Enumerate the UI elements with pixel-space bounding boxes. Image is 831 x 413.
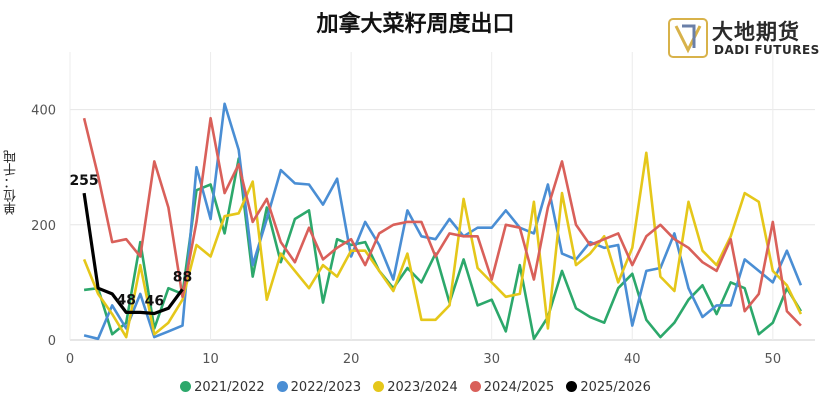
chart-grid bbox=[69, 52, 815, 341]
logo-english-text: DADI FUTURES bbox=[714, 43, 820, 57]
legend-item: 2021/2022 bbox=[180, 380, 265, 395]
data-label: 46 bbox=[145, 294, 164, 310]
data-label: 48 bbox=[116, 292, 135, 308]
x-tick-label: 10 bbox=[202, 352, 219, 367]
x-tick-label: 0 bbox=[66, 352, 74, 367]
chart-data-labels: 255 48 46 88 bbox=[69, 173, 192, 309]
dadi-logo-icon bbox=[668, 18, 708, 58]
chart-tick-labels: 0 200 400 0 10 20 30 40 50 bbox=[31, 104, 781, 367]
legend-swatch bbox=[469, 381, 481, 392]
logo-chinese-text: 大地期货 bbox=[712, 20, 800, 44]
x-tick-label: 40 bbox=[624, 352, 641, 367]
series-line-2 bbox=[82, 151, 803, 339]
data-label: 255 bbox=[69, 173, 98, 189]
y-tick-label: 0 bbox=[48, 334, 56, 349]
x-tick-label: 20 bbox=[343, 352, 360, 367]
legend-label: 2024/2025 bbox=[483, 380, 555, 395]
chart-legend: 2021/2022 2022/2023 2023/2024 2024/2025 2025… bbox=[0, 380, 831, 395]
legend-swatch bbox=[373, 381, 385, 392]
legend-label: 2021/2022 bbox=[194, 380, 265, 395]
legend-label: 2023/2024 bbox=[387, 380, 458, 395]
legend-item: 2024/2025 bbox=[469, 380, 555, 395]
series-line-4 bbox=[82, 192, 184, 316]
x-tick-label: 50 bbox=[765, 352, 782, 367]
legend-swatch bbox=[276, 381, 288, 392]
series-line-3 bbox=[82, 116, 802, 327]
legend-item: 2022/2023 bbox=[276, 380, 362, 395]
legend-swatch bbox=[180, 381, 192, 392]
y-tick-label: 400 bbox=[31, 104, 56, 119]
dadi-futures-logo: 大地期货 DADI FUTURES bbox=[668, 16, 828, 62]
legend-swatch bbox=[566, 381, 578, 392]
legend-item: 2025/2026 bbox=[566, 380, 651, 395]
series-line-0 bbox=[83, 157, 803, 341]
chart-title: 加拿大菜籽周度出口 bbox=[316, 12, 515, 37]
series-line-1 bbox=[83, 102, 803, 341]
x-tick-label: 30 bbox=[483, 352, 500, 367]
legend-label: 2022/2023 bbox=[290, 380, 362, 395]
data-label: 88 bbox=[173, 269, 192, 285]
legend-label: 2025/2026 bbox=[580, 380, 651, 395]
legend-item: 2023/2024 bbox=[373, 380, 458, 395]
chart-series bbox=[82, 102, 803, 341]
y-tick-label: 200 bbox=[31, 219, 56, 234]
